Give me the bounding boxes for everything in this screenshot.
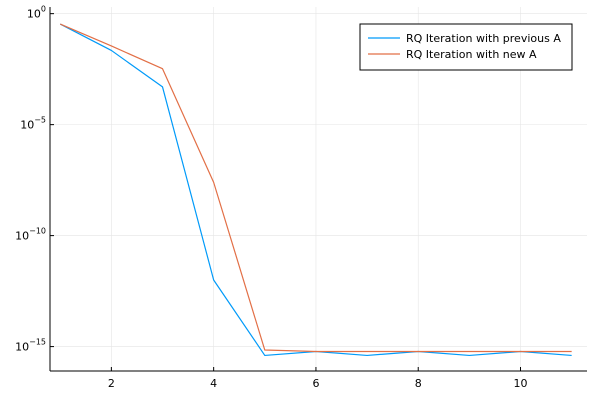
x-tick-label: 10 (514, 377, 528, 390)
tick-labels: 2 4 6 8 10 100 10−5 10−10 10−15 (15, 5, 527, 390)
x-tick-label: 2 (108, 377, 115, 390)
legend-label-2: RQ Iteration with new A (406, 48, 537, 61)
y-tick-label: 10−15 (15, 338, 46, 354)
x-tick-label: 6 (312, 377, 319, 390)
y-tick-label: 100 (27, 5, 46, 21)
legend-box (359, 23, 573, 71)
series-lines (59, 23, 572, 357)
y-tick-label: 10−5 (20, 116, 46, 132)
x-tick-label: 8 (415, 377, 422, 390)
grid (50, 7, 587, 371)
series-line-2 (59, 23, 572, 353)
y-tick-label: 10−10 (15, 227, 46, 243)
legend-label-1: RQ Iteration with previous A (406, 32, 561, 45)
x-tick-label: 4 (210, 377, 217, 390)
axes (49, 7, 587, 372)
legend: RQ Iteration with previous A RQ Iteration… (359, 23, 573, 71)
